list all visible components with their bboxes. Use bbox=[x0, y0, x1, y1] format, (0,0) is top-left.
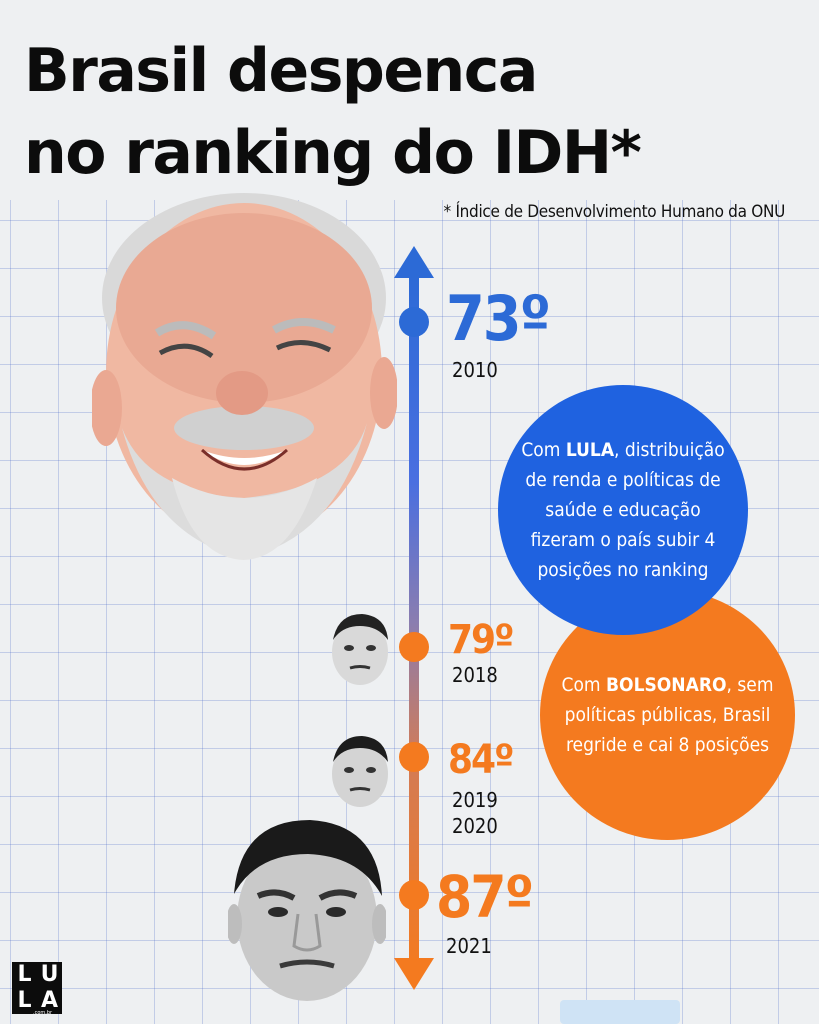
year-2021: 2021 bbox=[446, 934, 492, 958]
arrow-up-icon bbox=[394, 246, 434, 278]
lula-bubble-prefix: Com bbox=[521, 439, 566, 461]
logo-letter: U bbox=[40, 962, 59, 987]
year-2019-2020: 2019 2020 bbox=[452, 788, 498, 838]
bolsonaro-large-face-icon bbox=[228, 820, 386, 1001]
bolsonaro-small-face-icon bbox=[332, 614, 388, 685]
timeline-dot-2010 bbox=[399, 307, 429, 337]
year-2010: 2010 bbox=[452, 358, 498, 382]
timeline-dot-2018 bbox=[399, 632, 429, 662]
year-2018: 2018 bbox=[452, 663, 498, 687]
timeline-dot-2019 bbox=[399, 742, 429, 772]
logo-letter: L bbox=[17, 988, 32, 1013]
page-title: Brasil despenca no ranking do IDH* bbox=[24, 36, 642, 188]
timeline-dot-2021 bbox=[399, 880, 429, 910]
bolsonaro-bubble-prefix: Com bbox=[561, 674, 607, 696]
bolsonaro-info-bubble: Com BOLSONARO, sem políticas públicas, B… bbox=[540, 590, 795, 840]
rank-2018: 79º bbox=[448, 617, 514, 663]
arrow-down-icon bbox=[394, 958, 434, 990]
rank-2010: 73º bbox=[446, 282, 551, 355]
footer-decoration bbox=[560, 1000, 680, 1024]
bolsonaro-bubble-text: , sem políticas públicas, Brasil regride… bbox=[564, 674, 774, 756]
lula-bubble-text: , distribuição de renda e políticas de s… bbox=[525, 439, 725, 581]
footnote: * Índice de Desenvolvimento Humano da ON… bbox=[443, 202, 786, 222]
rank-2021: 87º bbox=[436, 863, 534, 931]
timeline-axis bbox=[409, 272, 419, 972]
logo-letter: A bbox=[40, 988, 59, 1013]
bolsonaro-bubble-name: BOLSONARO bbox=[606, 674, 727, 696]
bolsonaro-medium-face-icon bbox=[332, 736, 388, 807]
rank-2019: 84º bbox=[448, 737, 514, 783]
lula-logo[interactable]: L U L A bbox=[12, 962, 62, 1014]
logo-letter: L bbox=[17, 962, 32, 987]
lula-info-bubble: Com LULA, distribuição de renda e políti… bbox=[498, 385, 748, 635]
lula-face-icon bbox=[92, 193, 397, 560]
logo-domain: .com.br bbox=[33, 1010, 53, 1016]
lula-bubble-name: LULA bbox=[565, 439, 615, 461]
